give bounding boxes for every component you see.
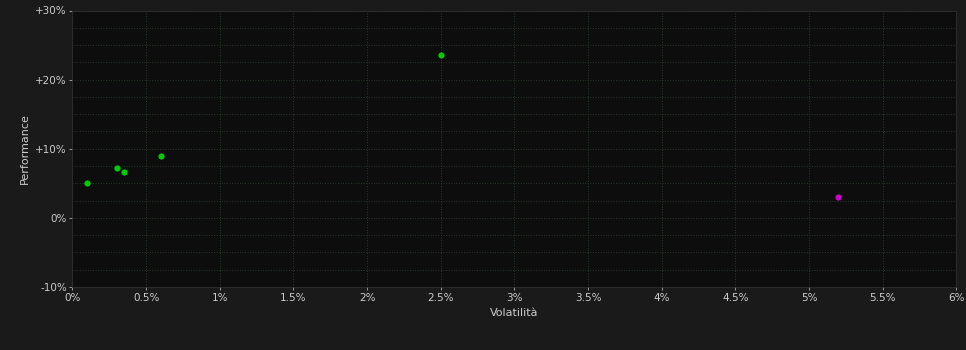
X-axis label: Volatilità: Volatilità: [490, 308, 539, 318]
Point: [79, 181, 95, 186]
Point: [153, 153, 169, 159]
Point: [831, 194, 846, 200]
Point: [433, 52, 448, 58]
Y-axis label: Performance: Performance: [19, 113, 30, 184]
Point: [116, 169, 131, 174]
Point: [109, 165, 125, 171]
